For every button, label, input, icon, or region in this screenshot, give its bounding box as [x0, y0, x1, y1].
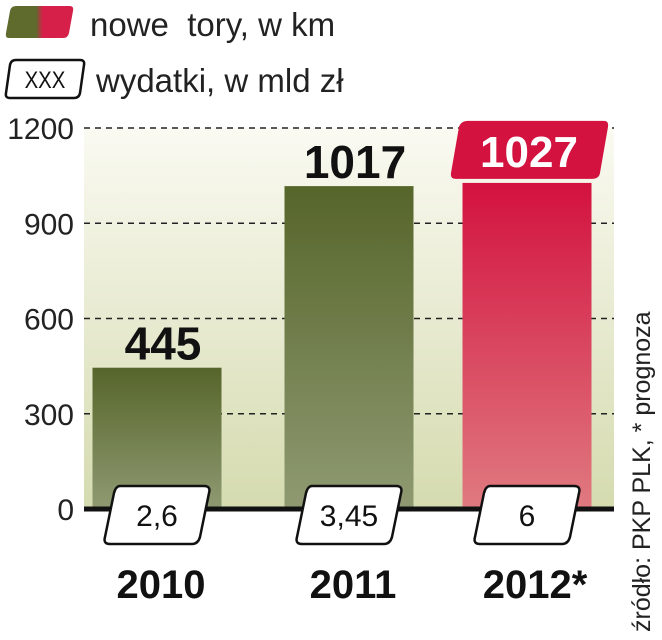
y-axis-ticks: 1200 900 600 300 0	[7, 113, 74, 527]
legend-swatch-tracks	[5, 6, 74, 38]
x-category-label: 2011	[310, 563, 397, 607]
bar-2011	[284, 186, 414, 510]
legend-item-spending: XXX wydatki, w mld zł	[4, 58, 344, 100]
x-axis-categories: 2010 2011 2012*	[117, 563, 588, 607]
legend-box-spending	[4, 58, 86, 100]
spending-value: 2,6	[136, 500, 178, 533]
spending-labels: 2,6 3,45 6	[103, 484, 581, 546]
spending-value: 6	[519, 500, 536, 533]
source-note: źródło: PKP PLK, * prognoza	[628, 311, 656, 632]
y-tick-label: 600	[24, 304, 74, 337]
bar-2012*	[462, 182, 592, 510]
spending-box	[295, 484, 403, 546]
legend-label-spending: wydatki, w mld zł	[95, 62, 344, 99]
bar-value-label: 1027	[480, 128, 578, 177]
spending-box	[473, 484, 581, 546]
value-label-highlight-bg	[450, 120, 609, 179]
y-tick-label: 0	[57, 494, 74, 527]
bars: 445 1017 1027	[92, 120, 609, 510]
bar-value-label: 1017	[304, 136, 406, 188]
spending-value: 3,45	[320, 500, 378, 533]
x-category-label: 2012*	[483, 563, 588, 607]
spending-box	[103, 484, 211, 546]
bar-value-label: 445	[125, 318, 202, 370]
y-tick-label: 300	[24, 399, 74, 432]
x-category-label: 2010	[117, 563, 206, 607]
y-tick-label: 900	[24, 208, 74, 241]
y-tick-label: 1200	[7, 113, 74, 146]
legend-item-tracks: nowe tory, w km	[5, 6, 335, 43]
legend-label-tracks: nowe tory, w km	[90, 6, 335, 43]
legend: nowe tory, w km XXX wydatki, w mld zł	[4, 6, 344, 100]
legend-box-text: XXX	[25, 66, 66, 93]
